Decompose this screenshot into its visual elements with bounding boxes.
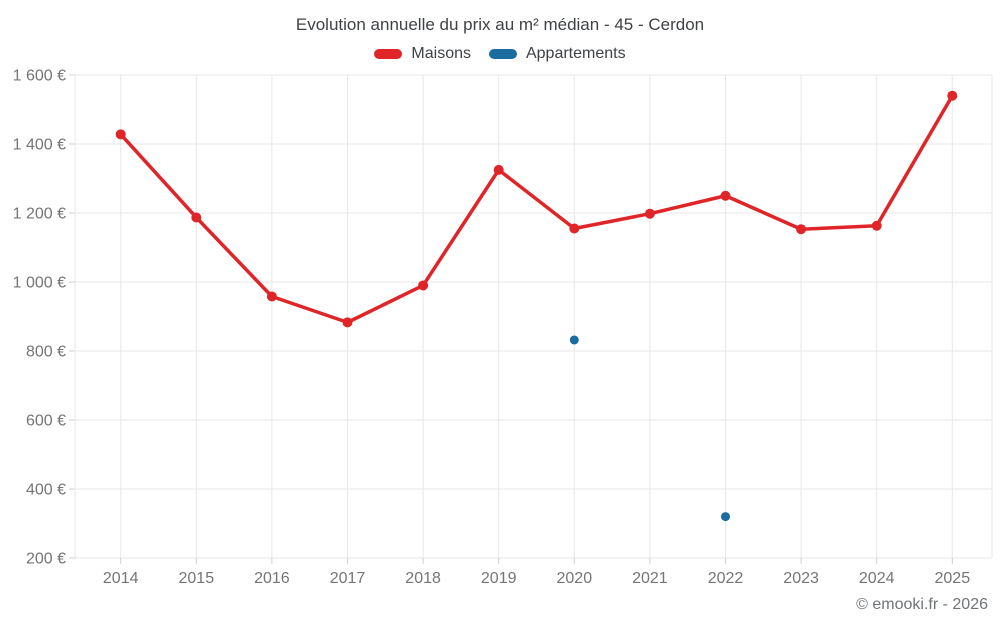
y-tick-label: 200 € [26,551,66,568]
data-point-appartements-2020[interactable] [569,335,579,345]
data-point-maisons-2018[interactable] [418,280,429,291]
y-tick-label: 1 200 € [13,206,66,223]
chart-legend: Maisons Appartements [0,45,1000,63]
data-point-maisons-2024[interactable] [871,220,882,231]
data-point-maisons-2022[interactable] [720,190,731,201]
data-point-maisons-2023[interactable] [796,224,807,235]
y-tick-label: 600 € [26,413,66,430]
appartements-series-swatch-icon [488,49,517,59]
legend-item-appartements[interactable]: Appartements [488,45,626,63]
y-tick-label: 1 400 € [13,137,66,154]
legend-label-appartements: Appartements [525,45,626,62]
data-point-maisons-2014[interactable] [115,129,126,140]
series-line-maisons [118,93,955,325]
copyright-footer: © emooki.fr - 2026 [856,596,988,613]
data-point-appartements-2022[interactable] [721,512,730,522]
chart-title: Evolution annuelle du prix au m² médian … [295,15,705,34]
x-tick-label: 2017 [330,570,366,587]
y-tick-label: 1 000 € [13,275,66,292]
data-point-maisons-2016[interactable] [266,291,277,302]
x-tick-label: 2018 [405,570,441,587]
legend-label-maisons: Maisons [411,45,471,62]
data-point-maisons-2015[interactable] [191,212,202,223]
x-tick-label: 2022 [708,570,744,587]
x-tick-label: 2015 [179,570,215,587]
maisons-series-swatch-icon [374,49,403,59]
legend-item-maisons[interactable]: Maisons [374,45,471,63]
x-tick-label: 2024 [859,570,895,587]
data-point-maisons-2021[interactable] [644,208,655,219]
data-point-maisons-2019[interactable] [493,164,504,175]
y-tick-label: 800 € [26,344,66,361]
x-tick-label: 2016 [254,570,290,587]
x-tick-label: 2014 [103,570,139,587]
data-point-maisons-2025[interactable] [947,90,958,101]
x-tick-label: 2020 [557,570,593,587]
x-tick-label: 2019 [481,570,517,587]
x-tick-label: 2023 [783,570,819,587]
x-tick-label: 2021 [632,570,668,587]
data-point-maisons-2017[interactable] [342,317,353,328]
x-tick-label: 2025 [935,570,971,587]
y-tick-label: 1 600 € [13,68,66,85]
y-tick-label: 400 € [26,482,66,499]
data-point-maisons-2020[interactable] [569,223,580,234]
